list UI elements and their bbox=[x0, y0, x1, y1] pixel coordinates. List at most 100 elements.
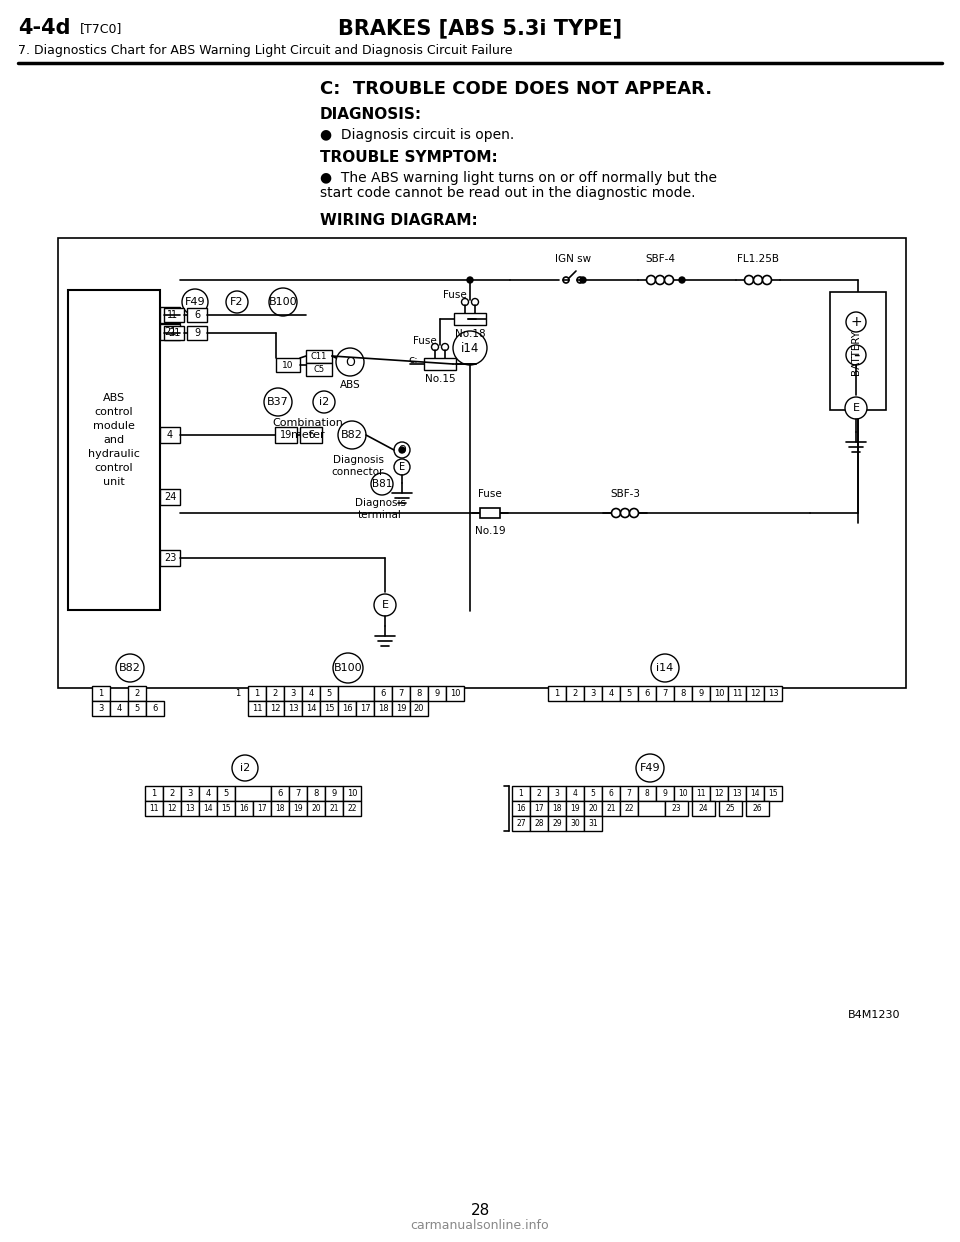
Bar bbox=[199, 786, 217, 801]
Circle shape bbox=[846, 312, 866, 332]
Bar bbox=[728, 686, 746, 700]
Text: 1: 1 bbox=[254, 689, 259, 698]
Bar bbox=[719, 801, 742, 816]
Text: 1: 1 bbox=[152, 789, 156, 799]
Text: 21: 21 bbox=[329, 804, 339, 814]
Text: 7: 7 bbox=[296, 789, 300, 799]
Bar bbox=[620, 786, 638, 801]
Bar bbox=[764, 686, 782, 700]
Text: 13: 13 bbox=[288, 704, 299, 713]
Text: 13: 13 bbox=[732, 789, 742, 799]
Text: B100: B100 bbox=[334, 663, 362, 673]
Text: 5: 5 bbox=[134, 704, 139, 713]
Text: 4: 4 bbox=[572, 789, 577, 799]
Text: -: - bbox=[852, 347, 859, 364]
Bar bbox=[674, 786, 692, 801]
Bar bbox=[160, 324, 180, 340]
Text: 24: 24 bbox=[699, 804, 708, 814]
Circle shape bbox=[338, 421, 366, 450]
Text: 10: 10 bbox=[347, 789, 357, 799]
Circle shape bbox=[264, 388, 292, 416]
Text: i2: i2 bbox=[240, 763, 251, 773]
Circle shape bbox=[845, 397, 867, 419]
Text: 5: 5 bbox=[224, 789, 228, 799]
Text: [T7C0]: [T7C0] bbox=[80, 22, 122, 35]
Text: start code cannot be read out in the diagnostic mode.: start code cannot be read out in the dia… bbox=[320, 186, 695, 200]
Bar bbox=[253, 801, 271, 816]
Text: 24: 24 bbox=[164, 492, 177, 502]
Text: 3: 3 bbox=[98, 704, 104, 713]
Bar bbox=[145, 786, 163, 801]
Text: SBF-3: SBF-3 bbox=[610, 489, 640, 499]
Text: 4: 4 bbox=[609, 689, 613, 698]
Circle shape bbox=[336, 348, 364, 376]
Text: 8: 8 bbox=[681, 689, 685, 698]
Text: 14: 14 bbox=[305, 704, 316, 713]
Bar bbox=[128, 686, 146, 700]
Text: Diagnosis
terminal: Diagnosis terminal bbox=[354, 498, 405, 519]
Text: i14: i14 bbox=[657, 663, 674, 673]
Text: 9: 9 bbox=[434, 689, 440, 698]
Text: 6: 6 bbox=[644, 689, 650, 698]
Bar bbox=[548, 786, 566, 801]
Text: C:  TROUBLE CODE DOES NOT APPEAR.: C: TROUBLE CODE DOES NOT APPEAR. bbox=[320, 79, 712, 98]
Circle shape bbox=[754, 276, 762, 284]
Bar bbox=[410, 700, 428, 715]
Bar bbox=[764, 786, 782, 801]
Text: 28: 28 bbox=[535, 818, 543, 828]
Text: DIAGNOSIS:: DIAGNOSIS: bbox=[320, 107, 422, 122]
Text: 31: 31 bbox=[588, 818, 598, 828]
Circle shape bbox=[182, 289, 208, 315]
Bar bbox=[58, 238, 906, 688]
Bar bbox=[710, 786, 728, 801]
Bar bbox=[584, 786, 602, 801]
Text: C5: C5 bbox=[313, 365, 324, 374]
Text: 11: 11 bbox=[252, 704, 262, 713]
Circle shape bbox=[467, 277, 473, 283]
Bar bbox=[584, 816, 602, 831]
Circle shape bbox=[563, 277, 569, 283]
Bar bbox=[530, 816, 548, 831]
Text: 20: 20 bbox=[414, 704, 424, 713]
Text: 18: 18 bbox=[552, 804, 562, 814]
Text: 3: 3 bbox=[555, 789, 560, 799]
Bar bbox=[163, 801, 181, 816]
Text: ABS: ABS bbox=[340, 380, 360, 390]
Circle shape bbox=[313, 391, 335, 414]
Text: 4: 4 bbox=[167, 430, 173, 440]
Text: 29: 29 bbox=[552, 818, 562, 828]
Text: 2: 2 bbox=[134, 689, 139, 698]
Circle shape bbox=[762, 276, 772, 284]
Text: 19: 19 bbox=[396, 704, 406, 713]
Text: 4-4d: 4-4d bbox=[18, 17, 70, 39]
Bar bbox=[665, 801, 688, 816]
Bar bbox=[728, 786, 746, 801]
Bar bbox=[710, 686, 728, 700]
Bar bbox=[160, 427, 180, 443]
Circle shape bbox=[116, 655, 144, 682]
Text: 27: 27 bbox=[516, 818, 526, 828]
Circle shape bbox=[630, 508, 638, 518]
Text: 5: 5 bbox=[626, 689, 632, 698]
Bar bbox=[235, 801, 253, 816]
Bar bbox=[300, 427, 322, 443]
Text: 4: 4 bbox=[116, 704, 122, 713]
Text: 10: 10 bbox=[678, 789, 687, 799]
Text: 20: 20 bbox=[588, 804, 598, 814]
Text: 1: 1 bbox=[171, 310, 177, 320]
Bar bbox=[374, 700, 392, 715]
Circle shape bbox=[431, 344, 439, 350]
Text: ●  The ABS warning light turns on or off normally but the: ● The ABS warning light turns on or off … bbox=[320, 171, 717, 185]
Circle shape bbox=[232, 755, 258, 781]
Bar bbox=[92, 686, 110, 700]
Circle shape bbox=[745, 276, 754, 284]
Text: B100: B100 bbox=[269, 297, 298, 307]
Text: 20: 20 bbox=[311, 804, 321, 814]
Bar bbox=[266, 686, 284, 700]
Bar bbox=[620, 686, 638, 700]
Text: 16: 16 bbox=[342, 704, 352, 713]
Text: 21: 21 bbox=[607, 804, 615, 814]
Bar bbox=[325, 801, 343, 816]
Text: 11: 11 bbox=[149, 804, 158, 814]
Circle shape bbox=[371, 473, 393, 496]
